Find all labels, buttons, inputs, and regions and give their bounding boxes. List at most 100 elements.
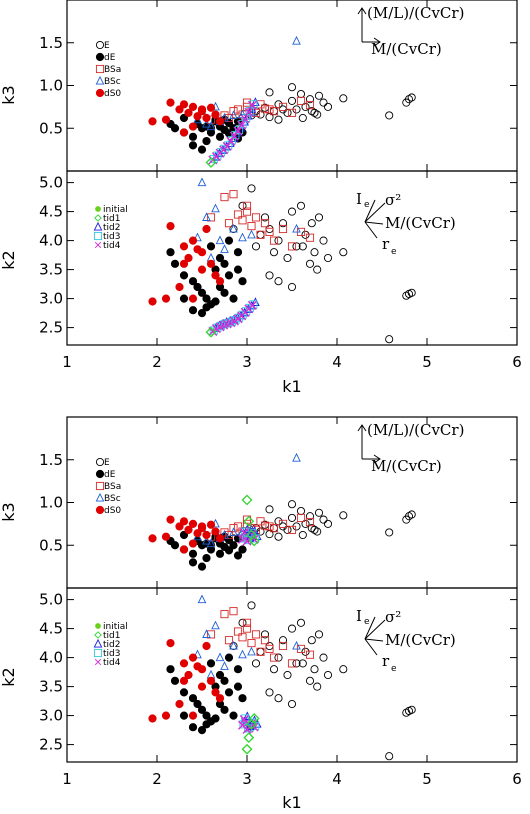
point-bsa [229, 190, 238, 199]
point-ds0 [188, 102, 198, 111]
arrow-label-mcv-b: M/(CvCr) [385, 631, 456, 649]
point-bsa [305, 101, 315, 110]
point-de [188, 558, 198, 567]
point-ds0 [188, 236, 198, 245]
point-ds0 [166, 515, 175, 524]
point-bsc [229, 110, 238, 119]
point-e [287, 500, 297, 509]
point-bsa [233, 210, 243, 219]
point-tid3 [249, 100, 258, 109]
legend-label-e: E [104, 41, 110, 51]
figure-b: 1 2 3 4 5 6 0.5 1.0 1.5 2.5 3.0 3.5 4.0 4.5 5.0 EdE BSa… [39, 416, 522, 788]
x-tick-label: 1 [62, 353, 72, 371]
y-tick-label: 3.5 [39, 261, 63, 279]
point-bsc [206, 121, 216, 131]
legend-marker-tid3 [93, 231, 103, 241]
point-bsa [224, 219, 234, 228]
point-e [310, 108, 319, 117]
legend-label-tid2: tid2 [103, 640, 120, 650]
point-de [224, 546, 234, 555]
arrow-diagram-top-b: (M/L)/(CvCr) M/(CvCr) [357, 421, 464, 475]
y-tick-label: 4.5 [39, 203, 63, 221]
point-e [296, 90, 306, 99]
arrowhead-right-top-b [373, 454, 381, 464]
point-bsa [220, 111, 229, 120]
point-de [170, 676, 180, 685]
point-de [202, 136, 211, 146]
point-bsc [202, 118, 211, 128]
point-de [188, 549, 198, 558]
point-bsa [296, 96, 306, 105]
point-bsc [238, 232, 247, 242]
point-e [407, 705, 416, 714]
point-e [407, 93, 416, 102]
point-de [179, 294, 189, 303]
point-e [296, 506, 306, 516]
point-ds0 [148, 534, 157, 543]
x-tick-label: 4 [332, 770, 342, 788]
x-tick-label: 2 [152, 770, 162, 788]
point-bsa [265, 644, 274, 653]
point-bsa [265, 522, 274, 531]
legend-label-tid3: tid3 [103, 649, 120, 659]
point-ds0 [166, 98, 175, 107]
point-bsa [305, 650, 315, 659]
point-ds0 [188, 519, 198, 528]
point-tid3 [249, 300, 258, 309]
point-e [313, 682, 322, 691]
point-ds0 [175, 699, 184, 709]
ticks-a: 1 2 3 4 5 6 0.5 1.0 1.5 2.5 3.0 3.5 4.0 4.5 5.0 [39, 0, 522, 371]
point-bsa [242, 207, 252, 216]
arrow-label-e-a: e [391, 247, 397, 257]
point-e [298, 113, 307, 123]
point-bsa [269, 236, 279, 245]
point-e [287, 207, 297, 216]
point-bsa [256, 517, 265, 526]
point-de [215, 132, 225, 141]
point-de [166, 665, 175, 674]
point-e [305, 512, 315, 521]
legend-label-tid3: tid3 [103, 232, 120, 242]
ylabel-bottom-a: k2 [0, 250, 18, 269]
point-bsa [233, 522, 243, 531]
x-tick-label: 6 [512, 353, 522, 371]
point-de [197, 562, 207, 571]
point-bsa [220, 193, 229, 202]
point-ds0 [148, 714, 157, 723]
point-de [229, 541, 238, 550]
point-ds0 [161, 711, 171, 720]
point-ds0 [179, 242, 189, 251]
point-de [229, 711, 238, 720]
point-e [256, 110, 265, 119]
arrow-label-sigma-b: σ² [385, 608, 401, 626]
point-tid1 [248, 535, 260, 547]
x-tick-label: 3 [242, 353, 252, 371]
point-ds0 [215, 277, 225, 286]
x-tick-label: 1 [62, 770, 72, 788]
point-bsc [197, 594, 207, 604]
ylabel-top-b: k3 [0, 502, 18, 521]
point-de [193, 282, 202, 292]
arrow-label-ie-b: e [364, 617, 370, 627]
y-tick-label: 3.0 [39, 290, 63, 308]
point-ds0 [179, 676, 189, 685]
legend-label-e: E [104, 458, 110, 468]
point-de [188, 723, 198, 732]
point-bsa [278, 519, 288, 528]
point-bsc [193, 232, 202, 242]
point-tid1 [241, 494, 253, 506]
point-bsa [278, 102, 288, 111]
point-ds0 [197, 665, 207, 674]
point-bsc [220, 661, 229, 670]
point-de [179, 113, 189, 123]
y-tick-label: 3.5 [39, 678, 63, 696]
point-bsa [287, 659, 297, 668]
point-tid4 [247, 100, 257, 110]
point-tid4 [237, 120, 247, 130]
legend-label-tid2: tid2 [103, 223, 120, 233]
point-bsc [215, 652, 225, 662]
point-de [193, 699, 202, 709]
point-ds0 [211, 271, 220, 280]
point-ds0 [206, 676, 216, 685]
legend-marker-de [95, 469, 105, 479]
